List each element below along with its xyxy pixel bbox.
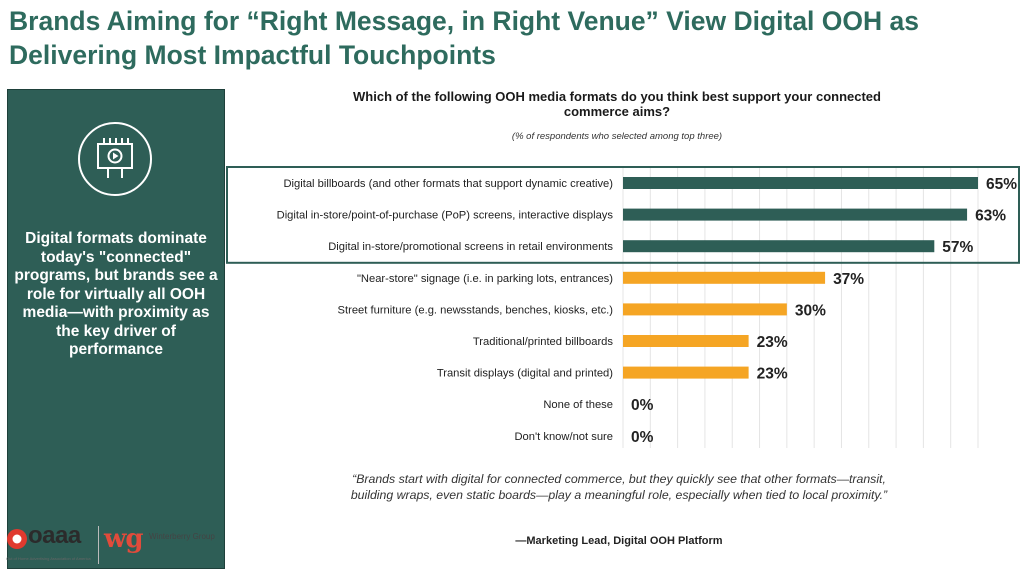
category-label: Traditional/printed billboards [473, 336, 614, 348]
chart-subtitle: (% of respondents who selected among top… [511, 131, 723, 142]
wg-logo-text: Winterberry Group [149, 532, 215, 541]
oaaa-tagline: Out of Home Advertising Association of A… [6, 556, 91, 561]
bar [623, 335, 749, 347]
billboard-play-icon [78, 122, 152, 196]
data-label: 23% [757, 334, 788, 351]
bar [623, 271, 826, 284]
data-label: 57% [942, 239, 973, 256]
chart-title: Which of the following OOH media formats… [353, 89, 881, 119]
category-label: Transit displays (digital and printed) [437, 368, 613, 380]
quote-text: “Brands start with digital for connected… [350, 472, 888, 502]
logo-divider [98, 526, 99, 564]
bar-chart: Digital billboards (and other formats th… [226, 166, 1020, 448]
oaaa-logo-text: oaaa [28, 522, 81, 549]
data-label: 30% [795, 302, 826, 319]
bar [623, 177, 978, 189]
category-label: Digital in-store/point-of-purchase (PoP)… [277, 210, 614, 222]
category-label: None of these [543, 399, 613, 411]
bar [623, 208, 968, 221]
category-label: Digital in-store/promotional screens in … [328, 241, 613, 253]
data-label: 23% [757, 366, 788, 383]
bar [623, 303, 787, 316]
data-label: 37% [833, 271, 864, 288]
bar [623, 240, 935, 253]
quote-attribution: —Marketing Lead, Digital OOH Platform [515, 535, 723, 547]
data-label: 0% [631, 429, 654, 446]
bar [623, 366, 749, 379]
category-label: Don't know/not sure [514, 431, 613, 443]
page-title: Brands Aiming for “Right Message, in Rig… [9, 6, 919, 70]
oaaa-logo-mark [7, 529, 27, 549]
category-label: Digital billboards (and other formats th… [283, 178, 613, 190]
data-label: 65% [986, 176, 1017, 193]
data-label: 0% [631, 397, 654, 414]
data-label: 63% [975, 208, 1006, 225]
highlight-box [226, 166, 1020, 264]
sidebar-panel: Digital formats dominate today's "connec… [7, 89, 225, 569]
wg-logo-mark: wg [104, 524, 144, 554]
sidebar-summary: Digital formats dominate today's "connec… [14, 230, 218, 358]
category-label: Street furniture (e.g. newsstands, bench… [338, 304, 614, 316]
category-label: "Near-store" signage (i.e. in parking lo… [357, 273, 613, 285]
